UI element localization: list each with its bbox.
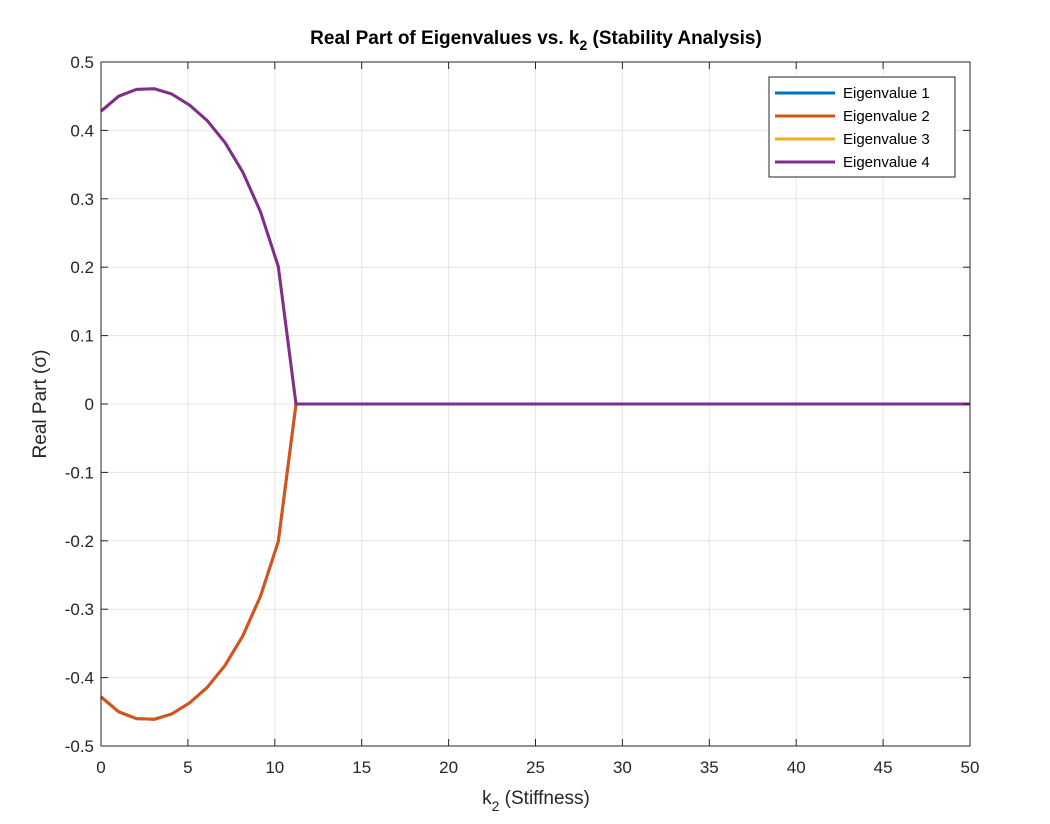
x-tick-label: 0 [96,758,105,777]
chart-title: Real Part of Eigenvalues vs. k2 (Stabili… [310,28,762,53]
x-tick-label: 5 [183,758,192,777]
x-axis-label: k2 (Stiffness) [482,788,590,814]
x-tick-label: 40 [787,758,806,777]
series-lines [100,87,970,721]
x-tick-label: 35 [700,758,719,777]
y-tick-label: 0.5 [70,53,94,72]
legend-label: Eigenvalue 2 [843,108,930,125]
legend-label: Eigenvalue 4 [843,154,930,171]
chart-title-subscript: 2 [579,37,587,53]
y-tick-label: 0.3 [70,190,94,209]
y-axis-label: Real Part (σ) [30,350,51,459]
x-tick-label: 25 [526,758,545,777]
x-tick-label: 10 [265,758,284,777]
x-tick-label: 20 [439,758,458,777]
x-tick-label: 15 [352,758,371,777]
x-tick-label: 30 [613,758,632,777]
y-tick-label: -0.1 [65,463,94,482]
y-tick-label: -0.5 [65,737,94,756]
series-line-eigenvalue-4 [100,87,970,406]
legend-items: Eigenvalue 1 Eigenvalue 2 Eigenvalue 3 Eige… [775,85,930,171]
y-tick-label: -0.2 [65,532,94,551]
x-tick-label: 45 [874,758,893,777]
legend-label: Eigenvalue 1 [843,85,930,102]
y-tick-label: -0.3 [65,600,94,619]
y-tick-label: 0 [85,395,94,414]
axis-ticks: 0 5 10 15 20 25 30 35 40 45 50 -0.5 -0.4 -0.3 -0.2 -0.1… [65,53,980,777]
series-line-eigenvalue-2 [100,402,970,721]
legend[interactable]: Eigenvalue 1 Eigenvalue 2 Eigenvalue 3 Eige… [768,76,956,178]
y-tick-label: -0.4 [65,669,94,688]
y-tick-label: 0.4 [70,121,94,140]
y-tick-label: 0.1 [70,327,94,346]
legend-label: Eigenvalue 3 [843,131,930,148]
y-tick-label: 0.2 [70,258,94,277]
x-axis-label-subscript: 2 [492,798,500,814]
x-tick-label: 50 [961,758,980,777]
